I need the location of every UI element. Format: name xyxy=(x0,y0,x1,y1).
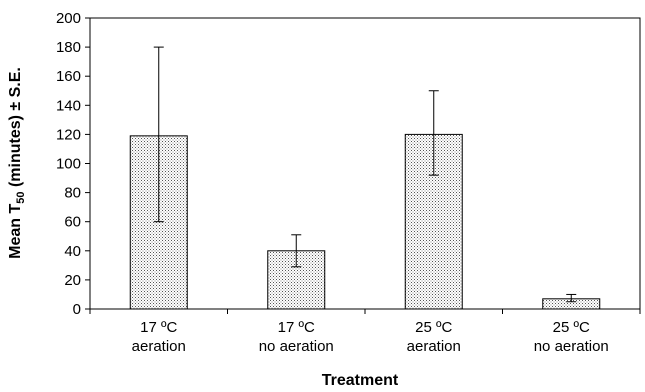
y-tick-label: 0 xyxy=(73,301,81,318)
y-tick-label: 100 xyxy=(56,156,81,173)
category-label-treatment: aeration xyxy=(132,338,186,355)
category-label-treatment: no aeration xyxy=(534,338,609,355)
y-axis: 0 20 40 60 80 100 120 140 160 180 200 xyxy=(56,10,90,318)
x-axis-labels: 17 ºC aeration 17 ºC no aeration 25 ºC aerati… xyxy=(89,309,641,355)
x-axis-title: Treatment xyxy=(322,372,399,389)
bar xyxy=(404,133,463,310)
y-tick-label: 80 xyxy=(64,185,81,202)
y-tick-label: 160 xyxy=(56,68,81,85)
category-label-temperature: 17 ºC xyxy=(278,319,315,336)
category-label-temperature: 25 ºC xyxy=(415,319,452,336)
y-axis-title-sub: 50 xyxy=(15,191,27,203)
error-bars xyxy=(153,46,577,303)
category-label-temperature: 17 ºC xyxy=(140,319,177,336)
y-axis-title-rest: (minutes) ± S.E. xyxy=(7,67,24,191)
category-label-temperature: 25 ºC xyxy=(553,319,590,336)
y-tick-label: 140 xyxy=(56,97,81,114)
y-tick-label: 120 xyxy=(56,126,81,143)
bars xyxy=(129,133,601,310)
y-tick-label: 200 xyxy=(56,10,81,27)
category-label-treatment: aeration xyxy=(407,338,461,355)
y-tick-label: 40 xyxy=(64,243,81,260)
y-tick-label: 180 xyxy=(56,39,81,56)
y-tick-label: 60 xyxy=(64,214,81,231)
y-tick-label: 20 xyxy=(64,272,81,289)
y-axis-title-main: Mean T xyxy=(7,204,24,259)
category-label-treatment: no aeration xyxy=(259,338,334,355)
y-axis-title: Mean T50 (minutes) ± S.E. xyxy=(7,67,27,259)
